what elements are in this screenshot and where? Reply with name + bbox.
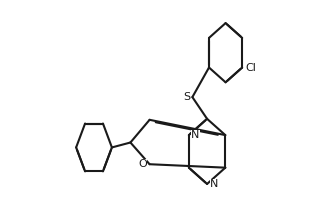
Text: N: N: [191, 130, 200, 140]
Text: O: O: [138, 159, 147, 169]
Text: N: N: [210, 179, 218, 189]
Text: Cl: Cl: [245, 62, 256, 73]
Text: S: S: [183, 92, 190, 102]
